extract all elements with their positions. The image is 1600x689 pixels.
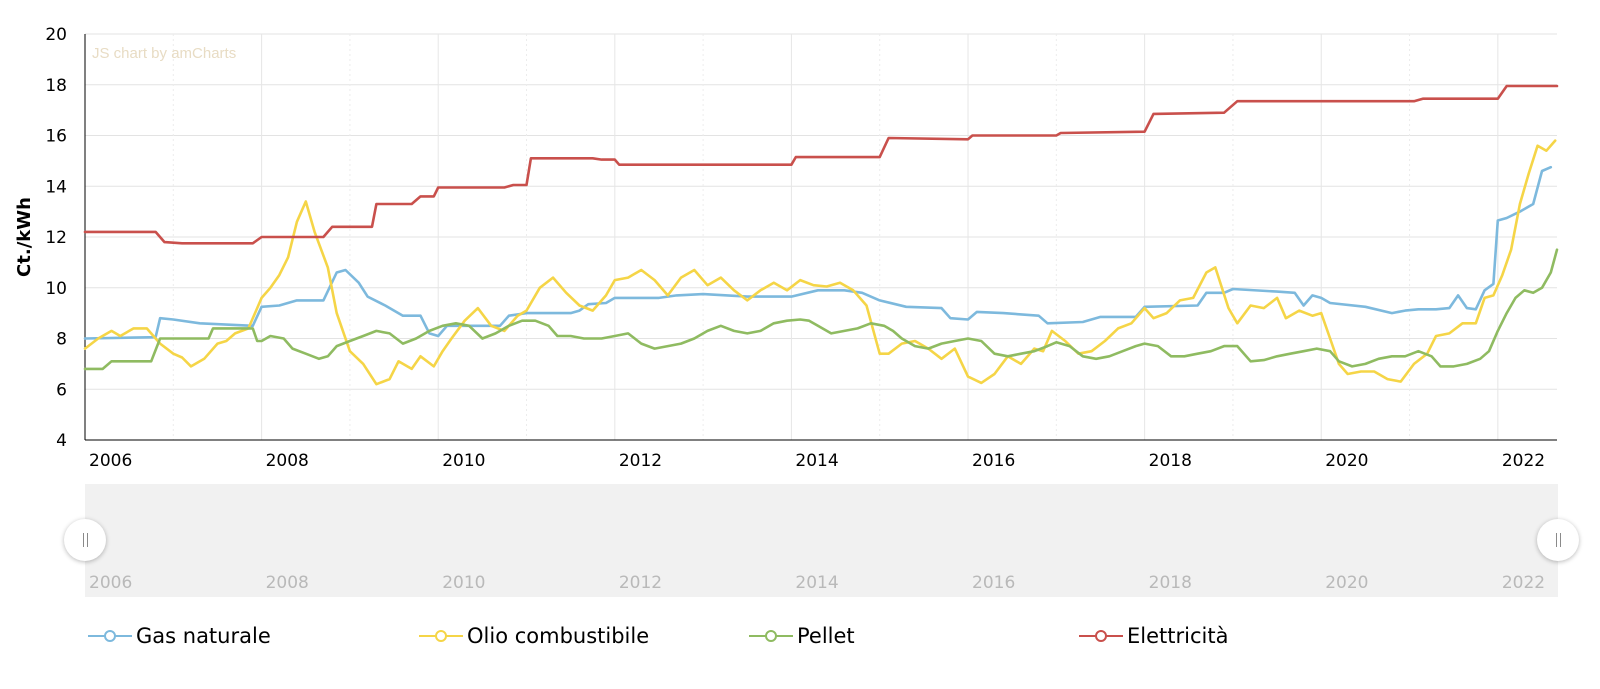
y-tick-label: 20 [45,25,67,45]
scrollbar-year-label: 2022 [1502,573,1545,593]
legend-marker-icon [86,626,134,646]
legend-marker-icon [417,626,465,646]
x-tick-label: 2018 [1149,451,1192,471]
scrollbar-left-grip[interactable] [64,519,106,561]
y-tick-label: 10 [45,279,67,299]
y-axis: 4 6 8 10 12 14 16 18 20 [45,25,86,451]
scrollbar-right-grip[interactable] [1537,519,1579,561]
legend-item-electricity[interactable]: Elettricità [1077,624,1228,648]
x-tick-label: 2020 [1325,451,1368,471]
scrollbar-year-label: 2018 [1149,573,1192,593]
y-tick-label: 16 [45,127,67,147]
legend-marker-icon [1077,626,1125,646]
series-lines [83,84,1559,386]
x-tick-label: 2014 [795,451,838,471]
y-tick-label: 6 [56,380,67,400]
chart-credit[interactable]: JS chart by amCharts [92,45,236,62]
x-tick-label: 2006 [89,451,132,471]
scrollbar-year-label: 2010 [442,573,485,593]
legend-label: Olio combustibile [467,624,650,648]
series-line-gas-naturale[interactable] [83,165,1553,340]
x-tick-label: 2008 [266,451,309,471]
scrollbar-year-label: 2020 [1325,573,1368,593]
x-tick-label: 2012 [619,451,662,471]
scrollbar-year-label: 2008 [266,573,309,593]
legend-item-oil[interactable]: Olio combustibile [417,624,649,648]
series-line-elettricit-[interactable] [83,84,1559,245]
y-tick-label: 4 [56,431,67,451]
x-tick-label: 2022 [1502,451,1545,471]
scrollbar-year-label: 2014 [795,573,838,593]
legend-item-pellet[interactable]: Pellet [747,624,855,648]
legend-label: Gas naturale [136,624,271,648]
scrollbar-year-label: 2006 [89,573,132,593]
y-tick-label: 14 [45,177,67,197]
legend-marker-icon [747,626,795,646]
legend-dot [104,630,116,642]
legend-label: Pellet [797,624,855,648]
legend-item-gas[interactable]: Gas naturale [86,624,271,648]
legend-dot [435,630,447,642]
y-axis-label: Ct./kWh [14,197,35,277]
line-chart: 4 6 8 10 12 14 16 18 20 2006 2008 2010 2012 2014 2016… [14,25,1559,597]
legend-label: Elettricità [1127,624,1229,648]
x-axis: 2006 2008 2010 2012 2014 2016 2018 2020 2022 [85,439,1557,471]
y-tick-label: 8 [56,330,67,350]
series-line-olio-combustibile[interactable] [83,139,1557,386]
scrollbar[interactable]: 2006 2008 2010 2012 2014 2016 2018 2020 2022 [85,484,1558,597]
x-tick-label: 2016 [972,451,1015,471]
legend: Gas naturale Olio combustibile Pellet El… [0,620,1600,680]
scrollbar-year-label: 2012 [619,573,662,593]
legend-dot [765,630,777,642]
y-tick-label: 12 [45,228,67,248]
x-tick-label: 2010 [442,451,485,471]
series-line-pellet[interactable] [83,248,1559,371]
scrollbar-labels: 2006 2008 2010 2012 2014 2016 2018 2020 2022 [89,573,1545,593]
y-tick-label: 18 [45,76,67,96]
scrollbar-track[interactable] [85,484,1558,597]
scrollbar-year-label: 2016 [972,573,1015,593]
legend-dot [1095,630,1107,642]
